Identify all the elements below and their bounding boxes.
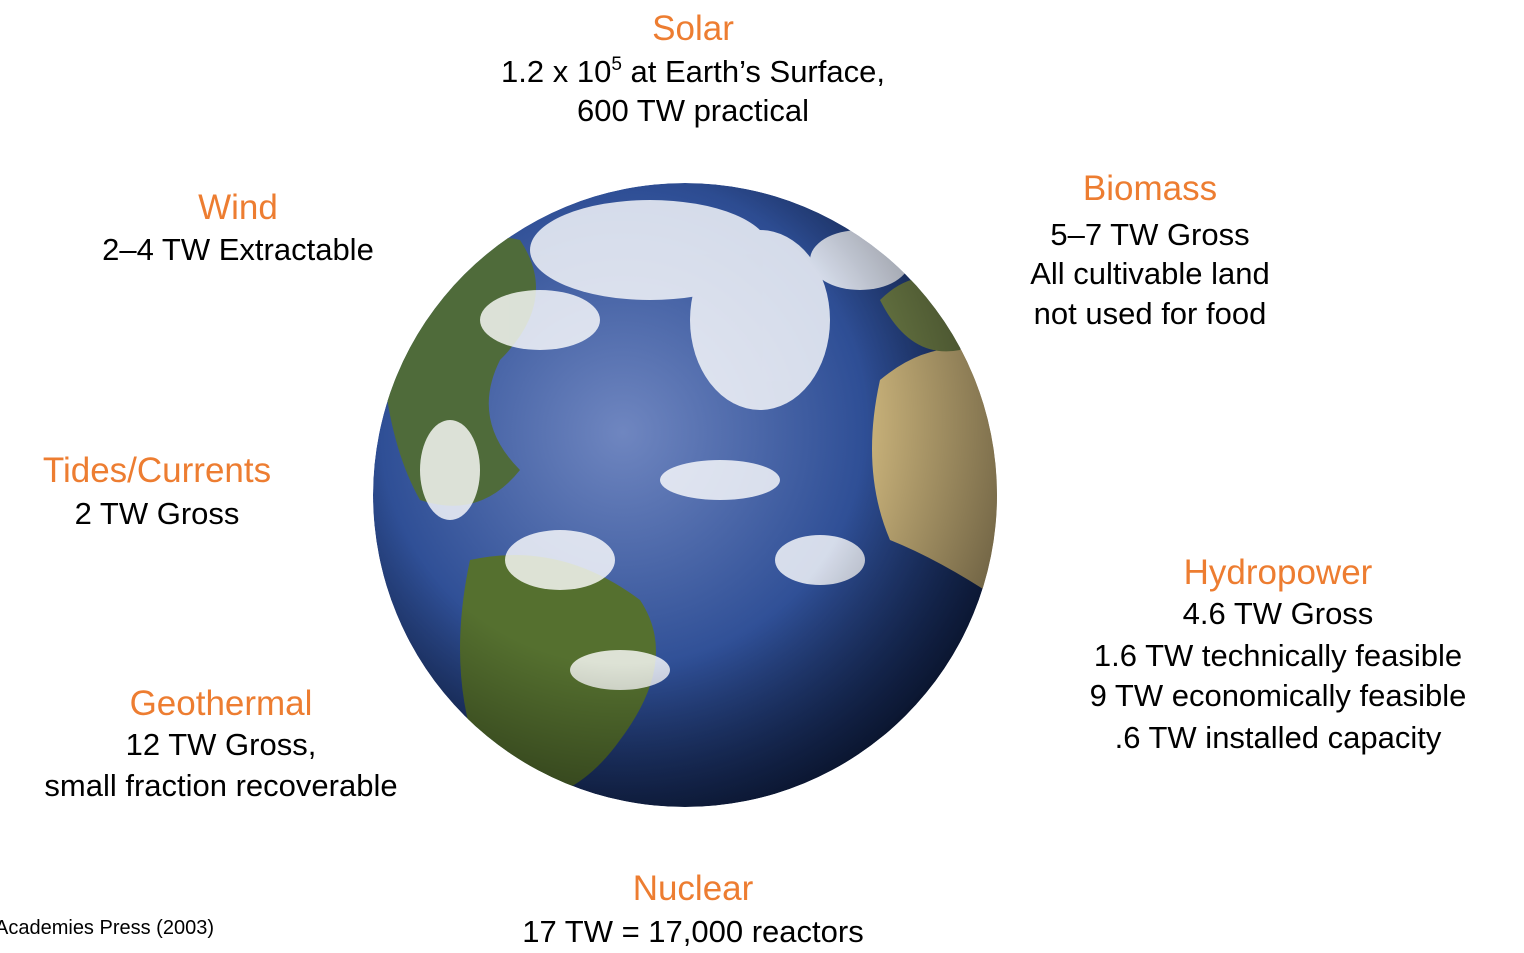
base-text: 1.2 x 10 [501,54,611,89]
label-line: 9 TW economically feasible [1090,678,1467,713]
label-title: Geothermal [130,684,313,723]
label-line: 17 TW = 17,000 reactors [522,914,863,949]
label-line: 600 TW practical [577,93,809,128]
footnote: Academies Press (2003) [0,917,214,939]
label-title: Solar [652,9,734,48]
exponent: 5 [611,54,622,75]
label-line: 2 TW Gross [75,496,240,531]
label-line: 12 TW Gross, [126,727,317,762]
label-line: small fraction recoverable [44,768,397,803]
label-line: 1.2 x 105 at Earth’s Surface, [501,54,885,89]
label-title: Hydropower [1184,553,1373,592]
label-line: not used for food [1034,296,1267,331]
label-title: Nuclear [633,869,754,908]
label-line: 4.6 TW Gross [1183,596,1374,631]
globe [373,183,997,807]
label-line: All cultivable land [1030,256,1270,291]
label-title: Wind [198,188,278,227]
label-line: .6 TW installed capacity [1115,720,1442,755]
label-line: 1.6 TW technically feasible [1094,638,1462,673]
label-title: Biomass [1083,169,1217,208]
label-line: 2–4 TW Extractable [102,232,374,267]
rest-text: at Earth’s Surface, [622,54,885,89]
label-title: Tides/Currents [43,451,271,490]
label-line: 5–7 TW Gross [1050,217,1249,252]
